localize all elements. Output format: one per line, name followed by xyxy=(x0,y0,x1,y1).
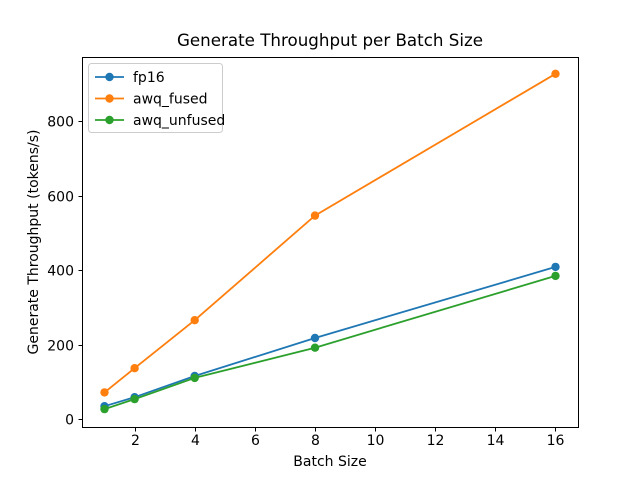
legend-label-awq_fused: awq_fused xyxy=(133,92,208,108)
data-point-awq_fused-x16 xyxy=(551,69,560,79)
legend-label-awq_unfused: awq_unfused xyxy=(133,113,225,129)
y-tick-label-800: 800 xyxy=(47,115,74,131)
x-tick-label-16: 16 xyxy=(547,433,565,449)
y-tick-label-0: 0 xyxy=(65,413,74,429)
x-tick-label-10: 10 xyxy=(367,433,385,449)
legend-item-awq_fused: awq_fused xyxy=(95,92,208,108)
data-point-awq_fused-x4 xyxy=(190,316,199,325)
data-point-awq_fused-x2 xyxy=(130,364,139,373)
x-tick-label-4: 4 xyxy=(191,433,200,449)
data-point-awq_unfused-x2 xyxy=(130,394,139,404)
y-tick-label-600: 600 xyxy=(47,190,74,206)
x-axis-label: Batch Size xyxy=(293,454,366,470)
x-tick-label-14: 14 xyxy=(487,433,505,449)
data-point-fp16-x16 xyxy=(551,262,560,272)
data-point-awq_fused-x1 xyxy=(100,388,109,397)
y-axis-label: Generate Throughput (tokens/s) xyxy=(26,130,42,355)
legend: fp16 awq_fused awq_unfused xyxy=(88,63,225,133)
data-point-awq_unfused-x8 xyxy=(310,343,320,352)
x-tick-label-6: 6 xyxy=(251,433,260,449)
legend-label-fp16: fp16 xyxy=(133,70,165,86)
axes-frame xyxy=(82,57,579,428)
legend-marker-awq_unfused xyxy=(105,115,114,125)
legend-item-fp16: fp16 xyxy=(95,70,165,86)
data-point-awq_unfused-x4 xyxy=(190,373,199,383)
legend-marker-awq_fused xyxy=(105,94,114,103)
y-tick-label-400: 400 xyxy=(47,264,74,280)
data-point-fp16-x8 xyxy=(310,333,320,343)
legend-frame xyxy=(88,63,223,133)
legend-item-awq_unfused: awq_unfused xyxy=(95,113,225,129)
x-tick-label-2: 2 xyxy=(131,433,140,449)
data-point-awq_fused-x8 xyxy=(310,211,320,220)
series-line-awq_unfused xyxy=(103,274,557,411)
x-tick-label-12: 12 xyxy=(427,433,445,449)
chart-title: Generate Throughput per Batch Size xyxy=(177,30,483,50)
data-point-awq_unfused-x1 xyxy=(100,404,109,414)
x-tick-label-8: 8 xyxy=(311,433,320,449)
data-point-awq_unfused-x16 xyxy=(551,271,560,281)
legend-marker-fp16 xyxy=(105,72,114,82)
y-tick-label-200: 200 xyxy=(47,339,74,355)
